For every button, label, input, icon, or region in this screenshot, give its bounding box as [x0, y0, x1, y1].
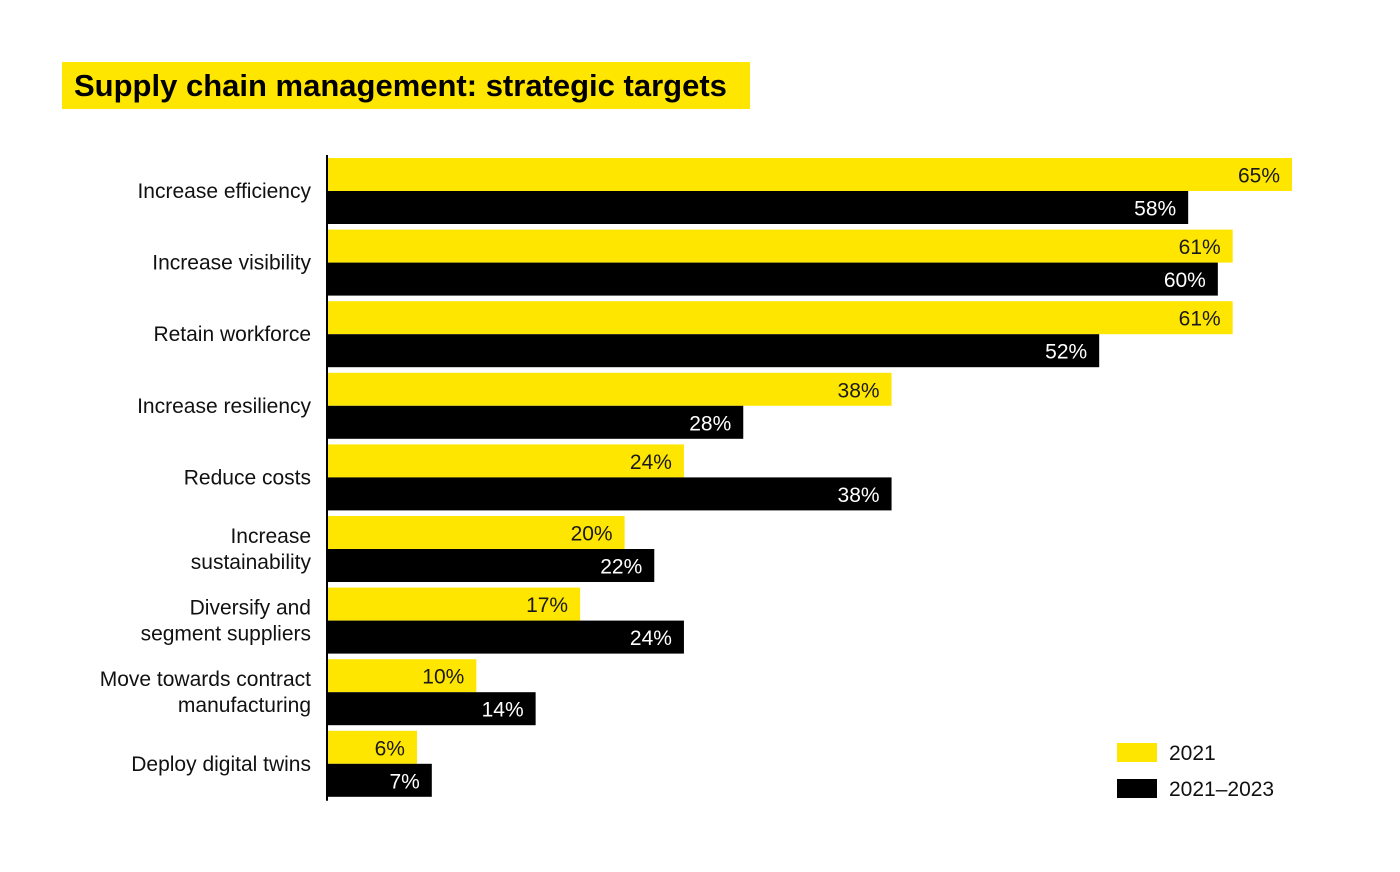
data-label: 6% [375, 737, 405, 760]
data-label: 38% [838, 484, 880, 507]
category-label: Increase resiliency [137, 395, 311, 418]
data-label: 14% [482, 699, 524, 722]
data-label: 60% [1164, 269, 1206, 292]
bar-2021-2023 [328, 334, 1100, 368]
data-label: 22% [600, 556, 642, 579]
legend-label-2021: 2021 [1169, 742, 1216, 765]
bar-2021 [328, 730, 417, 764]
data-label: 7% [389, 770, 419, 793]
data-label: 24% [630, 627, 672, 650]
legend-swatch-2021-2023 [1117, 779, 1157, 798]
bar-2021-2023 [328, 692, 536, 726]
category-label: Move towards contract manufacturing [100, 668, 311, 717]
category-label: Diversify and segment suppliers [141, 597, 311, 646]
bar-2021 [328, 444, 684, 478]
bar-2021-2023 [328, 477, 892, 511]
category-label: Increase visibility [152, 252, 311, 275]
bar-2021 [328, 158, 1292, 191]
bar-2021 [328, 301, 1233, 335]
data-label: 10% [422, 666, 464, 689]
category-label: Increase efficiency [137, 180, 311, 203]
bar-2021 [328, 372, 892, 406]
data-label: 58% [1134, 198, 1176, 221]
bar-2021-2023 [328, 763, 432, 797]
data-label: 24% [630, 451, 672, 474]
data-label: 65% [1238, 165, 1280, 188]
legend-label-2021-2023: 2021–2023 [1169, 778, 1274, 801]
data-label: 17% [526, 594, 568, 617]
data-label: 61% [1179, 308, 1221, 331]
chart-title: Supply chain management: strategic targe… [74, 68, 727, 103]
data-label: 38% [838, 379, 880, 402]
category-label: Reduce costs [184, 466, 311, 489]
data-label: 20% [571, 523, 613, 546]
bar-2021 [328, 659, 477, 693]
data-label: 61% [1179, 236, 1221, 259]
category-label: Retain workforce [153, 323, 311, 346]
bar-2021 [328, 587, 581, 621]
bar-2021-2023 [328, 191, 1189, 224]
bar-2021-2023 [328, 549, 655, 582]
legend-swatch-2021 [1117, 743, 1157, 762]
bar-2021-2023 [328, 405, 744, 439]
bar-2021-2023 [328, 262, 1218, 296]
data-label: 52% [1045, 341, 1087, 364]
bar-2021 [328, 516, 625, 549]
bar-2021-2023 [328, 620, 684, 654]
bar-2021 [328, 229, 1233, 263]
data-label: 28% [689, 412, 731, 435]
category-label: Deploy digital twins [131, 753, 311, 776]
category-label: Increase sustainability [191, 525, 312, 574]
chart-title-box: Supply chain management: strategic targe… [62, 62, 750, 109]
